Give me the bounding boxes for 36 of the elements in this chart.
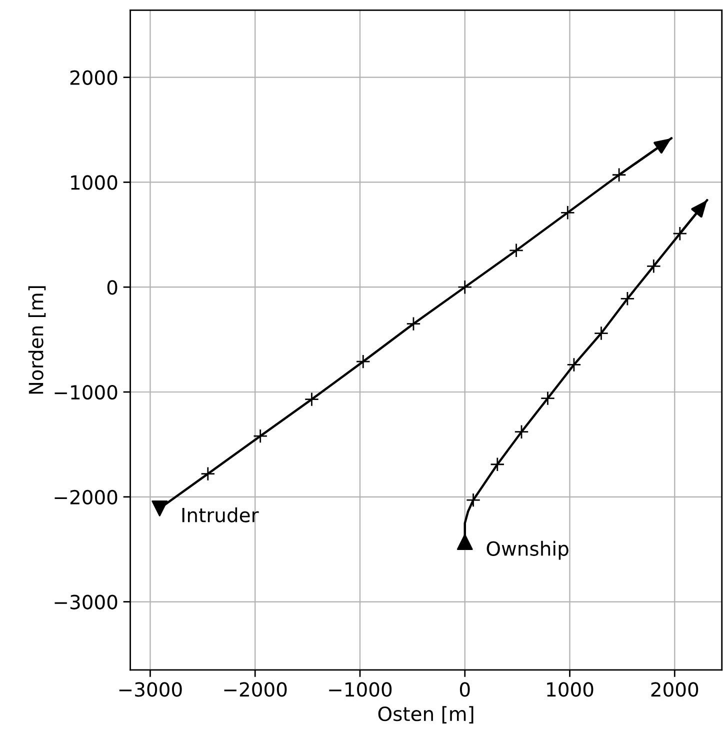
point: [406, 316, 421, 332]
x-tick-label: 1000: [547, 682, 594, 697]
y-tick-label: −3000: [54, 594, 118, 610]
point: [356, 354, 370, 369]
point: [646, 258, 661, 274]
x-tick-label: 0: [460, 682, 470, 697]
point: [200, 466, 216, 482]
y-tick-label: −2000: [54, 490, 118, 505]
x-tick-label: 2000: [651, 682, 698, 697]
point: [540, 391, 556, 406]
point: [566, 357, 582, 372]
series-label: Intruder: [182, 507, 259, 522]
point: [152, 500, 168, 516]
point: [594, 326, 609, 341]
point: [672, 226, 688, 241]
point: [620, 291, 635, 306]
point: [490, 457, 505, 472]
y-axis-title: Norden [m]: [28, 286, 46, 394]
x-tick-label: −1000: [329, 682, 392, 697]
point: [466, 492, 481, 508]
x-tick-label: −2000: [224, 682, 287, 697]
point: [458, 280, 472, 294]
x-tick-label: −3000: [119, 682, 182, 697]
series-label: Ownship: [486, 540, 568, 560]
x-axis-title: Osten [m]: [378, 706, 474, 724]
point: [612, 168, 626, 182]
y-tick-label: 0: [107, 280, 118, 295]
y-tick-label: −1000: [54, 384, 118, 400]
y-tick-label: 1000: [71, 175, 118, 190]
point: [253, 428, 268, 444]
point: [514, 424, 529, 440]
y-tick-label: 2000: [70, 70, 118, 85]
point: [304, 392, 320, 407]
point: [456, 534, 473, 550]
point: [560, 205, 575, 220]
point: [508, 243, 524, 258]
